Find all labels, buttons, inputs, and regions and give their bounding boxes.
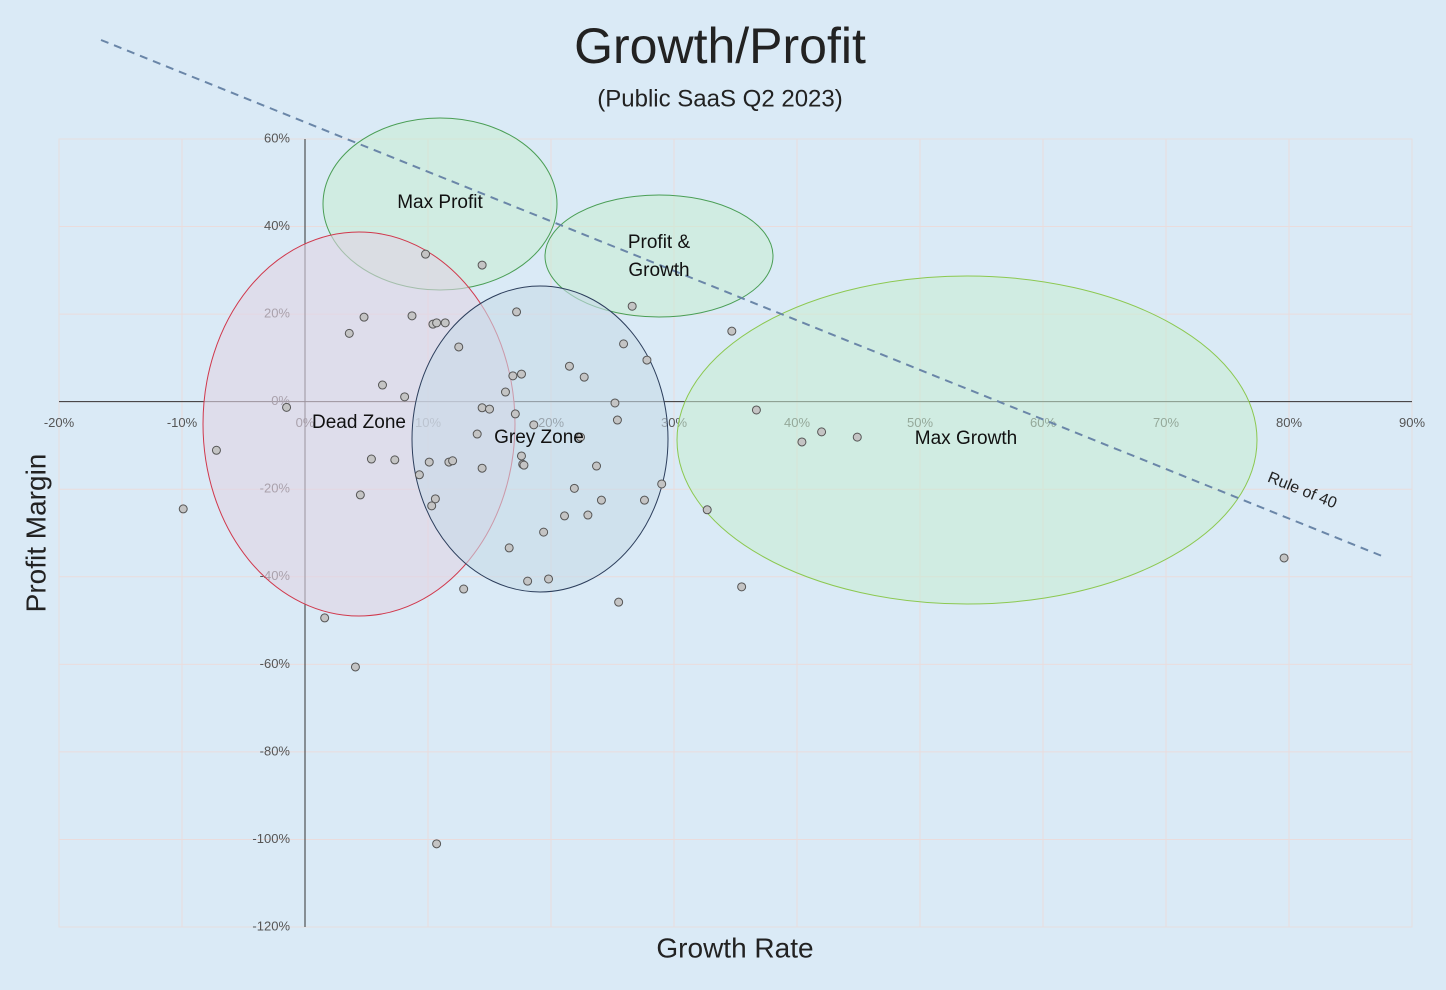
- point: [516, 451, 526, 461]
- profit-growth-zone: [544, 194, 774, 318]
- point: [448, 456, 458, 466]
- point: [576, 432, 586, 442]
- zone-label: Growth: [628, 260, 689, 281]
- point: [472, 429, 482, 439]
- zone-label: Grey Zone: [494, 427, 584, 448]
- point: [592, 461, 602, 471]
- point: [432, 839, 442, 849]
- point: [727, 326, 737, 336]
- point: [504, 543, 514, 553]
- point: [377, 380, 387, 390]
- point: [400, 392, 410, 402]
- point: [817, 427, 827, 437]
- zone-label: Profit &: [628, 232, 691, 253]
- point: [477, 403, 487, 413]
- point: [619, 339, 629, 349]
- point: [355, 490, 365, 500]
- point: [508, 371, 518, 381]
- point: [427, 501, 437, 511]
- x-axis-title: Growth Rate: [656, 932, 813, 963]
- point: [529, 420, 539, 430]
- point: [1279, 553, 1289, 563]
- point: [459, 584, 469, 594]
- point: [702, 505, 712, 515]
- point: [519, 460, 529, 470]
- point: [797, 437, 807, 447]
- point: [282, 402, 292, 412]
- point: [523, 576, 533, 586]
- point: [178, 504, 188, 514]
- rule-label: Rule of 40: [1265, 469, 1339, 512]
- point: [560, 511, 570, 521]
- point: [751, 405, 761, 415]
- x-tick-label: -20%: [44, 415, 75, 430]
- zone-label: Max Profit: [397, 192, 483, 213]
- point: [627, 301, 637, 311]
- point: [642, 355, 652, 365]
- point: [211, 445, 221, 455]
- point: [539, 527, 549, 537]
- point: [320, 613, 330, 623]
- zone-label: Dead Zone: [312, 412, 406, 433]
- point: [612, 415, 622, 425]
- point: [344, 328, 354, 338]
- point: [596, 495, 606, 505]
- rule-of-40-line: [100, 39, 1383, 557]
- point: [432, 318, 442, 328]
- point: [454, 342, 464, 352]
- x-tick-label: -10%: [167, 415, 198, 430]
- point: [430, 494, 440, 504]
- y-tick-label: -120%: [252, 918, 290, 933]
- point: [639, 495, 649, 505]
- point: [366, 454, 376, 464]
- y-tick-label: -60%: [260, 656, 291, 671]
- y-tick-label: 60%: [264, 130, 290, 145]
- chart-subtitle: (Public SaaS Q2 2023): [597, 85, 842, 112]
- points: [178, 249, 1289, 849]
- point: [544, 574, 554, 584]
- point: [852, 432, 862, 442]
- point: [516, 369, 526, 379]
- point: [414, 470, 424, 480]
- point: [421, 249, 431, 259]
- grey-zone: [411, 285, 669, 593]
- point: [424, 457, 434, 467]
- point: [569, 483, 579, 493]
- point: [583, 510, 593, 520]
- point: [500, 387, 510, 397]
- point: [350, 662, 360, 672]
- point: [440, 318, 450, 328]
- point: [390, 455, 400, 465]
- x-tick-label: 90%: [1399, 415, 1425, 430]
- point: [614, 597, 624, 607]
- point: [359, 312, 369, 322]
- point: [407, 311, 417, 321]
- x-tick-label: 80%: [1276, 415, 1302, 430]
- point: [579, 372, 589, 382]
- y-tick-label: 40%: [264, 218, 290, 233]
- point: [657, 479, 667, 489]
- point: [510, 409, 520, 419]
- point: [477, 463, 487, 473]
- point: [485, 404, 494, 414]
- point: [610, 398, 620, 408]
- point: [564, 361, 574, 371]
- y-tick-label: -100%: [252, 831, 290, 846]
- y-axis-title: Profit Margin: [20, 454, 51, 613]
- point: [737, 582, 747, 592]
- plot-border: [58, 138, 1413, 928]
- chart-title: Growth/Profit: [574, 18, 866, 74]
- point: [477, 260, 487, 270]
- point: [512, 307, 522, 317]
- max-growth-zone: [676, 275, 1258, 605]
- zone-label: Max Growth: [915, 428, 1017, 449]
- y-tick-label: -80%: [260, 743, 291, 758]
